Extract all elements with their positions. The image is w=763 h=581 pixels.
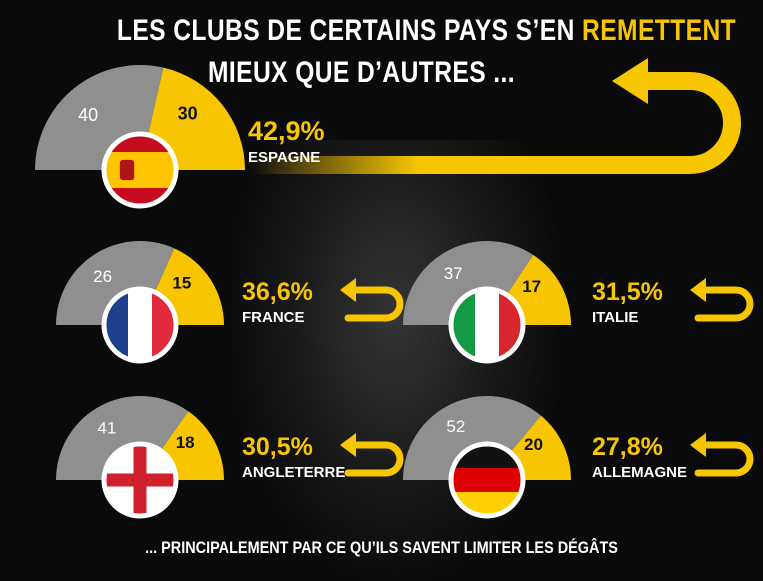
title-line-1: LES CLUBS DE CERTAINS PAYS S’EN REMETTEN… [114, 14, 740, 48]
title-part: LES CLUBS DE CERTAINS PAYS S’EN [116, 14, 583, 47]
percent-label: 36,6% [242, 278, 313, 306]
gauge-slice-gray [56, 396, 189, 480]
flag-border [101, 286, 179, 364]
arrow-head-icon [612, 58, 648, 104]
flag-white [128, 289, 152, 361]
percent-label: 27,8% [592, 433, 663, 461]
gauge-value-yellow: 20 [524, 435, 543, 454]
gauge-value-yellow: 30 [178, 104, 198, 124]
gauge-value-gray: 40 [78, 105, 98, 125]
flag-red [451, 468, 523, 492]
percent-label: 31,5% [592, 278, 663, 306]
arrow-head-icon [340, 433, 356, 457]
country-name: ANGLETERRE [242, 464, 345, 481]
arrow-head-icon [340, 278, 356, 302]
gauge-value-yellow: 18 [176, 433, 195, 452]
percent-label: 30,5% [242, 433, 313, 461]
flag-border [448, 441, 526, 519]
gauge-value-gray: 52 [446, 417, 465, 436]
title-line-2: MIEUX QUE D’AUTRES ... [208, 56, 515, 89]
gauge-france: 26 15 36,6% FRANCE [56, 240, 404, 364]
return-arrow-icon [250, 72, 741, 174]
flag-yellow [104, 152, 176, 188]
return-arrow-icon [694, 286, 754, 322]
flag-white [475, 289, 499, 361]
title-highlight: REMETTENT [582, 14, 737, 47]
gauge-slice-gray [403, 396, 541, 480]
gauge-value-gray: 37 [444, 264, 463, 283]
gauge-allemagne: 52 20 27,8% ALLEMAGNE [403, 396, 754, 519]
coat-of-arms [119, 159, 135, 181]
gauge-value-yellow: 15 [172, 274, 191, 293]
footer-text: ... PRINCIPALEMENT PAR CE QU’ILS SAVENT … [145, 538, 618, 557]
flag-border [448, 286, 526, 364]
gauge-italie: 37 17 31,5% ITALIE [403, 241, 754, 364]
return-arrow-icon [694, 441, 754, 477]
flag-border [101, 441, 179, 519]
gauge-value-gray: 26 [93, 267, 112, 286]
flag-border [101, 131, 179, 209]
flag-cross-v [133, 444, 147, 516]
percent-label: 42,9% [248, 116, 325, 146]
return-arrow-icon [344, 286, 404, 322]
country-name: ALLEMAGNE [592, 464, 687, 481]
gauge-value-gray: 41 [97, 418, 116, 437]
arrow-head-icon [690, 278, 706, 302]
gauge-angleterre: 41 18 30,5% ANGLETERRE [56, 396, 404, 519]
arrow-head-icon [690, 433, 706, 457]
gauge-espagne: 40 30 42,9% ESPAGNE [35, 64, 325, 209]
country-name: FRANCE [242, 309, 305, 326]
return-arrow-icon [344, 441, 404, 477]
gauge-value-yellow: 17 [522, 277, 541, 296]
country-name: ITALIE [592, 309, 638, 326]
country-name: ESPAGNE [248, 149, 320, 166]
main-return-arrow [250, 58, 741, 174]
